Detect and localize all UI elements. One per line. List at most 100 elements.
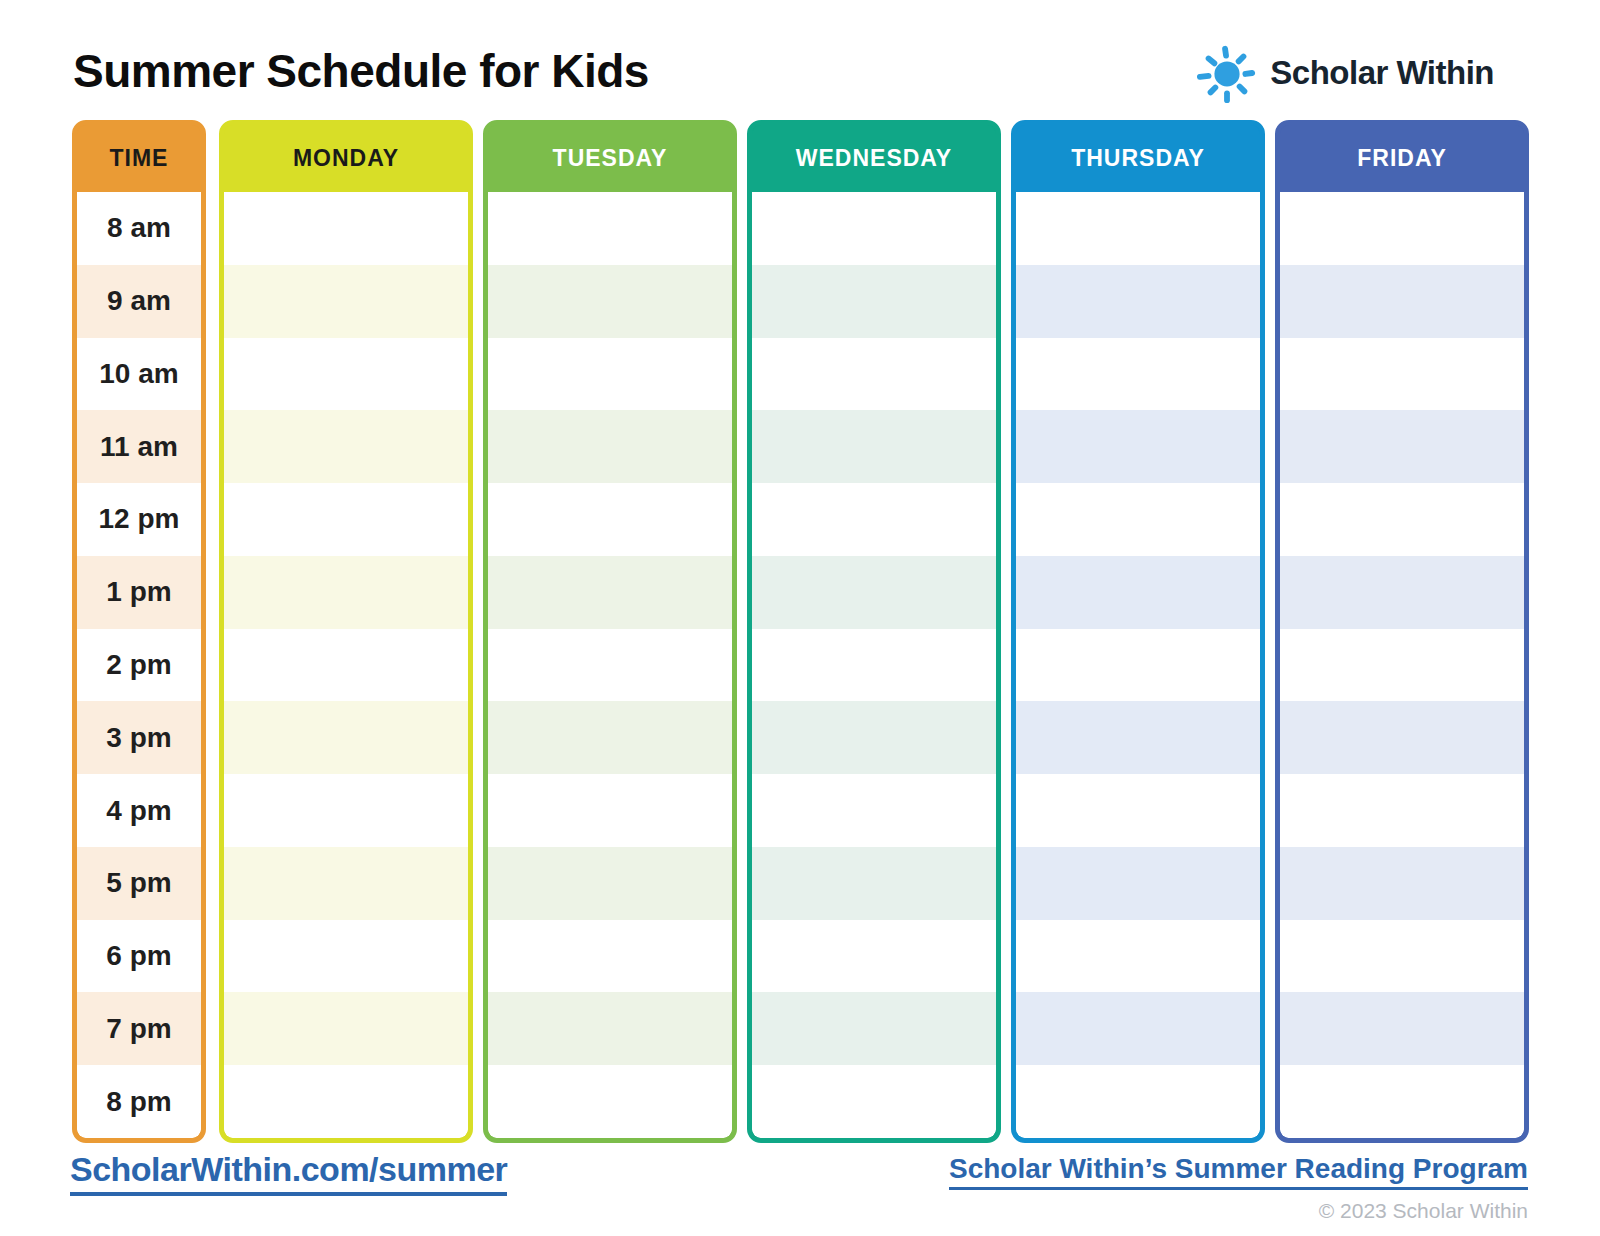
schedule-cell <box>752 701 996 774</box>
schedule-cell <box>224 992 468 1065</box>
schedule-cell <box>224 774 468 847</box>
schedule-cell <box>224 483 468 556</box>
schedule-cell <box>488 192 732 265</box>
schedule-cell <box>224 556 468 629</box>
schedule-cell <box>1016 338 1260 411</box>
day-column-tuesday: TUESDAY <box>483 120 737 1143</box>
reading-program-link[interactable]: Scholar Within’s Summer Reading Program <box>949 1153 1528 1190</box>
time-cell: 12 pm <box>77 483 201 556</box>
schedule-cell <box>1280 192 1524 265</box>
time-cell: 10 am <box>77 338 201 411</box>
schedule-cell <box>224 338 468 411</box>
schedule-cell <box>752 483 996 556</box>
schedule-cell <box>1016 556 1260 629</box>
day-column-monday: MONDAY <box>219 120 473 1143</box>
time-cell: 11 am <box>77 410 201 483</box>
schedule-cell <box>1280 410 1524 483</box>
schedule-cell <box>1016 629 1260 702</box>
time-cell: 1 pm <box>77 556 201 629</box>
schedule-cell <box>1280 265 1524 338</box>
time-cell: 2 pm <box>77 629 201 702</box>
schedule-cell <box>1280 556 1524 629</box>
column-body <box>224 192 468 1138</box>
schedule-cell <box>1016 265 1260 338</box>
schedule-cell <box>1016 410 1260 483</box>
schedule-cell <box>488 483 732 556</box>
time-cell: 4 pm <box>77 774 201 847</box>
time-cell: 3 pm <box>77 701 201 774</box>
column-header: MONDAY <box>224 125 468 192</box>
schedule-cell <box>488 338 732 411</box>
column-body <box>752 192 996 1138</box>
schedule-cell <box>488 774 732 847</box>
schedule-cell <box>752 338 996 411</box>
schedule-cell <box>752 847 996 920</box>
schedule-cell <box>1016 192 1260 265</box>
schedule-cell <box>1280 629 1524 702</box>
time-cell: 8 pm <box>77 1065 201 1138</box>
time-cell: 8 am <box>77 192 201 265</box>
schedule-cell <box>752 265 996 338</box>
schedule-cell <box>752 556 996 629</box>
column-header: THURSDAY <box>1016 125 1260 192</box>
schedule-cell <box>752 1065 996 1138</box>
copyright: © 2023 Scholar Within <box>949 1199 1528 1223</box>
brand-name: Scholar Within <box>1270 54 1494 92</box>
schedule-cell <box>488 629 732 702</box>
schedule-cell <box>224 920 468 993</box>
schedule-cell <box>224 629 468 702</box>
schedule-cell <box>1280 483 1524 556</box>
schedule-cell <box>1016 1065 1260 1138</box>
day-column-thursday: THURSDAY <box>1011 120 1265 1143</box>
schedule-cell <box>224 265 468 338</box>
schedule-cell <box>1016 920 1260 993</box>
schedule-cell <box>488 265 732 338</box>
schedule-cell <box>224 192 468 265</box>
footer-right: Scholar Within’s Summer Reading Program … <box>949 1153 1528 1223</box>
schedule-cell <box>1280 338 1524 411</box>
schedule-cell <box>1016 701 1260 774</box>
page: Summer Schedule for Kids Scholar Within … <box>0 0 1600 1236</box>
schedule-cell <box>488 992 732 1065</box>
schedule-cell <box>224 1065 468 1138</box>
time-column: TIME8 am9 am10 am11 am12 pm1 pm2 pm3 pm4… <box>72 120 206 1143</box>
time-cell: 9 am <box>77 265 201 338</box>
time-cell: 6 pm <box>77 920 201 993</box>
schedule-cell <box>488 556 732 629</box>
schedule-cell <box>488 847 732 920</box>
schedule-cell <box>752 774 996 847</box>
schedule-cell <box>1016 774 1260 847</box>
time-cell: 5 pm <box>77 847 201 920</box>
schedule-cell <box>1016 847 1260 920</box>
column-header: TUESDAY <box>488 125 732 192</box>
schedule-cell <box>1016 483 1260 556</box>
column-body <box>488 192 732 1138</box>
time-cell: 7 pm <box>77 992 201 1065</box>
column-header: FRIDAY <box>1280 125 1524 192</box>
schedule-cell <box>488 701 732 774</box>
schedule-cell <box>488 920 732 993</box>
schedule-cell <box>1280 992 1524 1065</box>
schedule-cell <box>752 920 996 993</box>
schedule-grid: TIME8 am9 am10 am11 am12 pm1 pm2 pm3 pm4… <box>72 120 1529 1143</box>
brand-logo: Scholar Within <box>1196 42 1494 104</box>
day-column-wednesday: WEDNESDAY <box>747 120 1001 1143</box>
sun-icon <box>1196 42 1258 104</box>
day-column-friday: FRIDAY <box>1275 120 1529 1143</box>
schedule-cell <box>224 847 468 920</box>
schedule-cell <box>488 410 732 483</box>
schedule-cell <box>1280 847 1524 920</box>
schedule-cell <box>224 410 468 483</box>
schedule-cell <box>752 992 996 1065</box>
column-body <box>1016 192 1260 1138</box>
schedule-cell <box>488 1065 732 1138</box>
page-title: Summer Schedule for Kids <box>73 44 649 98</box>
column-header: WEDNESDAY <box>752 125 996 192</box>
schedule-cell <box>752 629 996 702</box>
column-header: TIME <box>77 125 201 192</box>
schedule-cell <box>1280 701 1524 774</box>
schedule-cell <box>1280 1065 1524 1138</box>
summer-url-link[interactable]: ScholarWithin.com/summer <box>70 1150 507 1196</box>
schedule-cell <box>752 192 996 265</box>
schedule-cell <box>1280 774 1524 847</box>
